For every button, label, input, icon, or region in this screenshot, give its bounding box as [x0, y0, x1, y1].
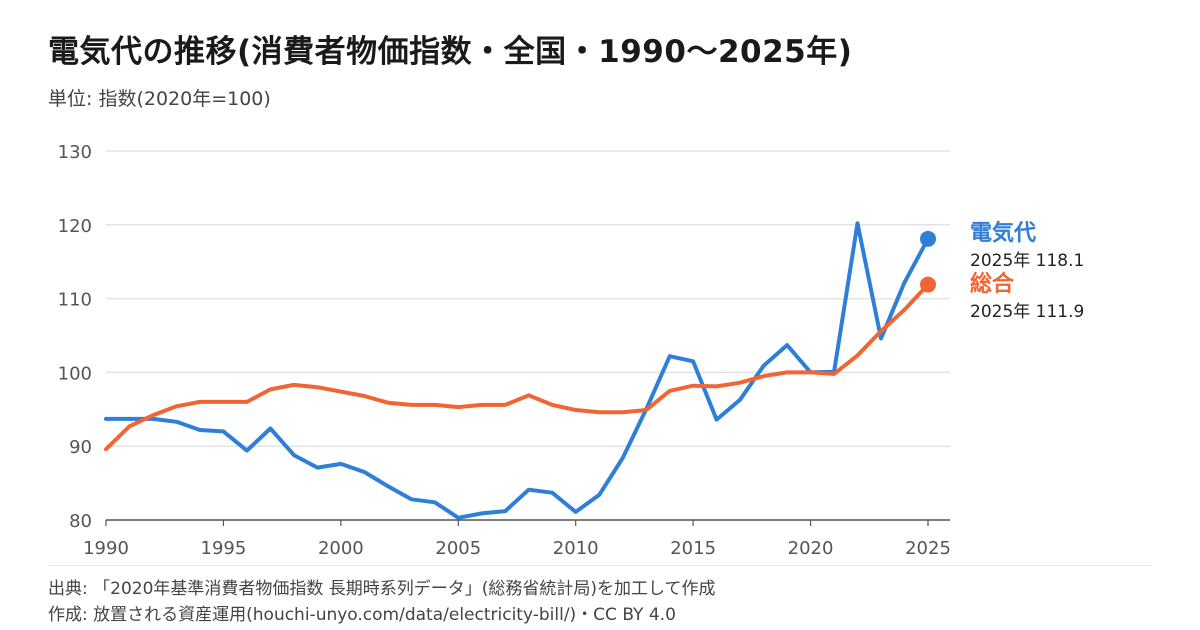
x-tick-label-1990: 1990: [83, 538, 129, 559]
source-note: 出典: 「2020年基準消費者物価指数 長期時系列データ」(総務省統計局)を加工…: [48, 579, 716, 599]
x-tick-label-2005: 2005: [435, 538, 481, 559]
x-tick-label-2000: 2000: [318, 538, 364, 559]
series-end-labels: 電気代 2025年 118.1総合 2025年 111.9: [970, 220, 1084, 322]
y-tick-label-120: 120: [58, 216, 92, 237]
credit-note: 作成: 放置される資産運用(houchi-unyo.com/data/elect…: [48, 605, 676, 625]
series-name-overall: 総合: [970, 271, 1015, 297]
series-end-value-overall: 2025年 111.9: [970, 302, 1084, 322]
chart-subtitle: 単位: 指数(2020年=100): [48, 88, 271, 110]
x-tick-label-2020: 2020: [788, 538, 834, 559]
page-title: 電気代の推移(消費者物価指数・全国・1990〜2025年): [48, 34, 853, 70]
x-tick-label-1995: 1995: [201, 538, 247, 559]
y-tick-label-110: 110: [58, 290, 92, 311]
x-axis-ticks: 1990 1995 2000 2005 2010 2015 2020 2025: [83, 520, 951, 559]
x-tick-label-2025: 2025: [905, 538, 951, 559]
y-tick-label-100: 100: [58, 363, 92, 384]
series-lines: [104, 221, 936, 520]
footer-divider: [48, 565, 1152, 566]
series-end-value-electricity: 2025年 118.1: [970, 251, 1084, 271]
series-line-electricity: [104, 221, 930, 520]
y-tick-label-90: 90: [69, 437, 92, 458]
series-end-point-overall: [920, 276, 936, 293]
grid-lines: [106, 150, 950, 521]
series-name-electricity: 電気代: [970, 220, 1036, 246]
x-tick-label-2015: 2015: [670, 538, 716, 559]
y-tick-label-130: 130: [58, 142, 92, 163]
x-tick-label-2010: 2010: [553, 538, 599, 559]
y-axis-ticks: 80 90 100 110 120 130: [58, 142, 92, 532]
series-line-overall: [104, 282, 930, 452]
y-tick-label-80: 80: [69, 511, 92, 532]
series-end-point-electricity: [920, 230, 936, 247]
